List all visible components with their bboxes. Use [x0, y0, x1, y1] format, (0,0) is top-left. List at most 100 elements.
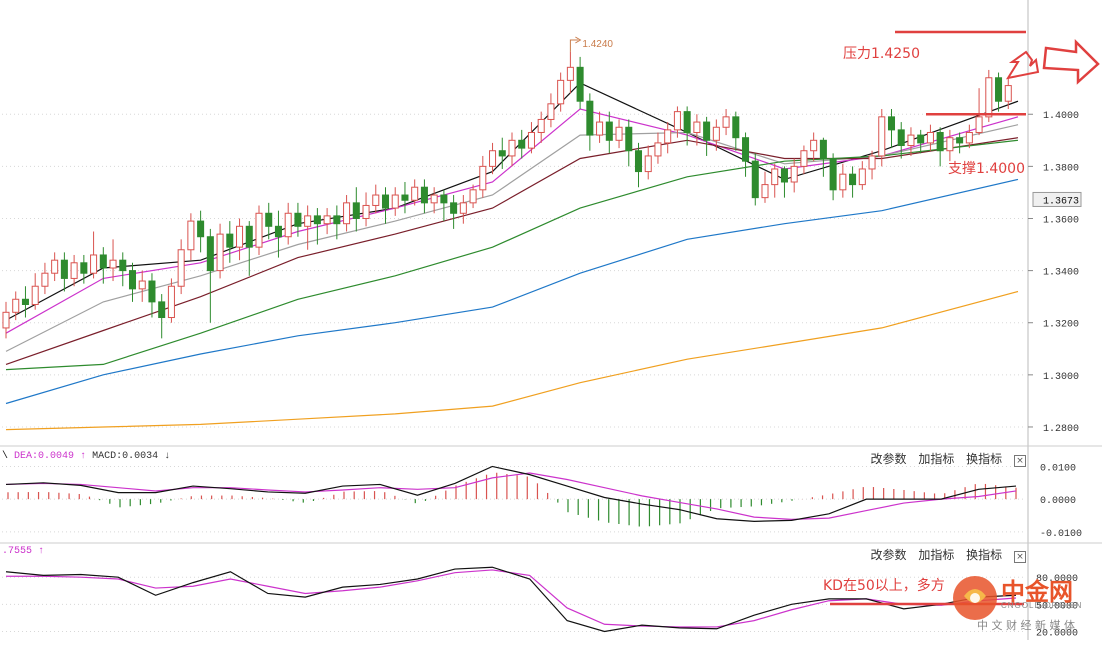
- peak-leader: [569, 39, 579, 52]
- candle-body: [810, 139, 818, 152]
- price-annotations: 1.4240: [569, 30, 1026, 116]
- dea-value-label: DEA:0.0049: [14, 451, 75, 462]
- macd-pane-grid: [2, 465, 1026, 533]
- candle-body: [381, 194, 390, 209]
- candle-body: [148, 280, 156, 303]
- candle-body: [333, 215, 341, 225]
- candle-body: [878, 116, 886, 157]
- price-tick-label: 1.3800: [1043, 163, 1079, 174]
- candle-body: [313, 215, 321, 225]
- candle-body: [372, 194, 380, 206]
- candle-body: [1004, 85, 1012, 102]
- kd-add-indicator-button[interactable]: 加指标: [918, 548, 955, 562]
- candle-body: [236, 225, 244, 248]
- candle-body: [401, 194, 409, 201]
- candle-body: [946, 137, 954, 152]
- candle-body: [197, 220, 205, 238]
- kd-annotation: KD在50以上，多方: [823, 578, 945, 594]
- watermark-url: CNGOLD.ORG.CN: [1001, 601, 1083, 610]
- candle-body: [547, 103, 555, 120]
- candle-body: [518, 139, 526, 149]
- candle-body: [80, 262, 88, 274]
- candle-body: [294, 212, 302, 227]
- candle-body: [839, 173, 847, 191]
- candle-body: [245, 225, 253, 248]
- candle-body: [956, 137, 964, 144]
- macd-switch-indicator-button[interactable]: 换指标: [966, 452, 1003, 466]
- macd-change-params-button[interactable]: 改参数: [870, 452, 907, 466]
- candle-body: [489, 150, 497, 167]
- candle-body: [790, 165, 798, 183]
- candle-body: [304, 215, 312, 227]
- logo-emblem-icon: [953, 576, 997, 620]
- candle-body: [936, 131, 944, 152]
- kd-switch-indicator-button[interactable]: 换指标: [966, 548, 1003, 562]
- candlestick-series: [2, 51, 1012, 339]
- candle-body: [868, 155, 876, 170]
- candle-body: [975, 116, 983, 133]
- candle-body: [654, 142, 662, 157]
- candle-body: [673, 111, 681, 131]
- peak-arrow-icon: [575, 36, 582, 44]
- candle-body: [430, 194, 438, 204]
- peak-label: 1.4240: [582, 39, 613, 50]
- ma-line: [5, 108, 1019, 334]
- candle-body: [479, 165, 487, 191]
- candle-body: [2, 311, 10, 329]
- kd-value-label: 7555: [8, 546, 33, 557]
- kd-legend: .7555 ↑: [2, 546, 45, 557]
- candle-body: [712, 126, 720, 141]
- candle-body: [51, 259, 59, 274]
- price-pane-grid: [2, 113, 1026, 428]
- candle-body: [41, 272, 49, 287]
- macd-line: [5, 465, 1017, 522]
- candle-body: [917, 134, 925, 144]
- candle-body: [138, 280, 146, 290]
- candle-body: [31, 285, 39, 305]
- macd-arrow-icon: ↓: [164, 451, 171, 462]
- candle-body: [849, 173, 857, 186]
- macd-add-indicator-button[interactable]: 加指标: [918, 452, 955, 466]
- candle-body: [255, 212, 263, 248]
- current-price-box: [1032, 191, 1082, 207]
- price-tick-label: 1.3200: [1043, 320, 1079, 331]
- candle-body: [887, 116, 896, 131]
- right-arrow-icon: [1042, 38, 1100, 85]
- candle-body: [109, 259, 117, 269]
- price-tick-label: 1.4000: [1043, 111, 1079, 122]
- candle-body: [751, 160, 759, 199]
- watermark-logo: 中金网 CNGOLD.ORG.CN 中 文 财 经 新 媒 体: [947, 572, 1092, 634]
- candle-body: [226, 233, 234, 248]
- ma-line: [5, 124, 1019, 352]
- kd-close-icon[interactable]: ×: [1014, 551, 1026, 563]
- candle-body: [284, 212, 292, 238]
- candle-body: [420, 186, 428, 204]
- candle-body: [527, 131, 535, 149]
- candle-body: [469, 189, 477, 204]
- macd-legend: \ DEA:0.0049 ↑ MACD:0.0034 ↓: [2, 451, 171, 462]
- kd-y-axis: 80.0000 50.0000 20.0000: [1036, 574, 1078, 639]
- macd-plot: [5, 465, 1017, 527]
- kd-tick-label: 20.0000: [1036, 628, 1078, 639]
- candle-body: [703, 121, 711, 141]
- up-arrow-icon: [1005, 50, 1040, 80]
- candle-body: [615, 126, 623, 141]
- candle-body: [323, 215, 331, 225]
- candle-body: [450, 202, 458, 214]
- kd-tick-label: 80.0000: [1036, 574, 1078, 585]
- price-tick-label: 1.3400: [1043, 268, 1079, 279]
- candle-body: [858, 168, 866, 186]
- candle-body: [206, 236, 214, 272]
- candle-body: [187, 220, 195, 251]
- candle-body: [60, 259, 68, 279]
- candle-body: [780, 168, 788, 183]
- macd-tick-label: 0.0100: [1040, 463, 1076, 474]
- candle-body: [362, 204, 370, 219]
- candle-body: [391, 194, 399, 209]
- macd-pane-controls: 改参数 加指标 换指标 ×: [862, 450, 1026, 467]
- candle-body: [343, 202, 351, 225]
- macd-close-icon[interactable]: ×: [1014, 455, 1026, 467]
- kd-change-params-button[interactable]: 改参数: [870, 548, 907, 562]
- dea-line: [5, 472, 1017, 521]
